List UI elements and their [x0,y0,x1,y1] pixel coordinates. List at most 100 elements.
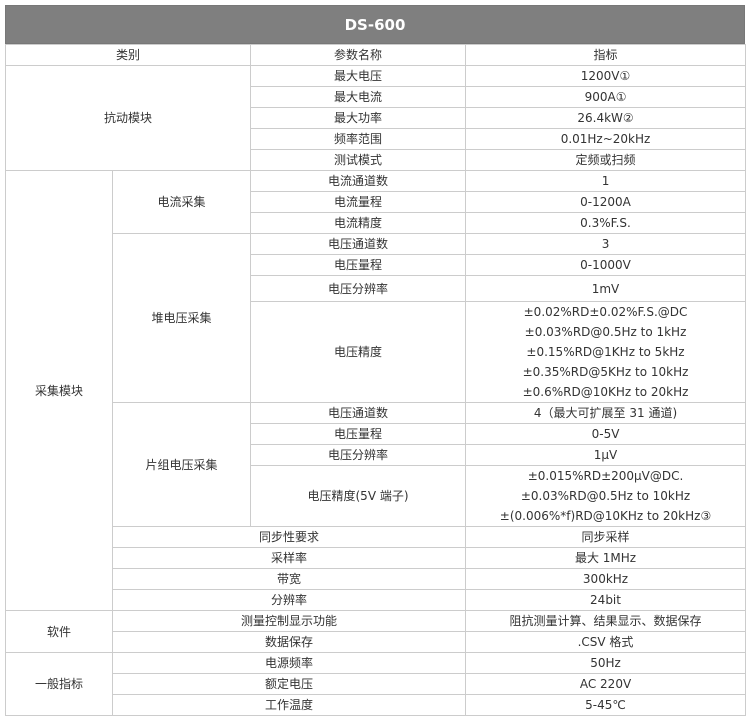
param-cell: 最大功率 [250,107,467,129]
table-row: 频率范围 0.01Hz~20kHz [6,128,747,150]
value-line: ±0.15%RD@1KHz to 5kHz [526,345,685,359]
value-line: ±0.6%RD@10KHz to 20kHz [522,385,689,399]
header-param: 参数名称 [250,44,467,66]
param-cell: 最大电压 [250,65,467,87]
param-cell: 电压通道数 [250,402,467,424]
table-row: 堆电压采集 电压通道数 3 [6,233,747,403]
param-cell: 工作温度 [111,694,467,716]
spec-table: 类别 参数名称 指标 抗动模块 最大电压 1200V① 最大电流 900A① 最大功率 26… [4,44,747,716]
table-row: 采集模块 电流采集 电流通道数 1 [5,170,747,611]
table-row: 同步性要求 同步采样 [6,526,747,548]
table-row: 工作温度 5-45℃ [6,694,747,716]
param-cell: 同步性要求 [111,526,467,548]
table-row: 电压量程 0-5V [6,423,747,445]
value-cell: AC 220V [465,673,747,695]
value-line: 阻抗测量计算、结果显示、数据保存 [509,614,702,628]
param-cell: 采样率 [111,547,467,569]
value-cell: ±0.015%RD±200μV@DC. ±0.03%RD@0.5Hz to 10k… [465,465,747,527]
value-line: 同步采样 [581,530,630,544]
param-cell: 电压精度 [250,301,467,403]
param-cell: 最大电流 [250,86,467,108]
header-value: 指标 [465,44,747,66]
value-cell: 0.01Hz~20kHz [465,128,747,150]
value-cell: 5-45℃ [465,694,747,716]
value-line: 0-1000V [580,258,631,272]
table-row: 电压量程 0-1000V [6,254,747,276]
table-row: 额定电压 AC 220V [6,673,747,695]
value-line: 1200V① [580,69,631,83]
value-line: ±0.015%RD±200μV@DC. [527,469,684,483]
subcategory-cell: 堆电压采集 [111,233,252,403]
value-cell: 0.3%F.S. [465,212,747,234]
value-line: AC 220V [579,677,632,691]
table-row: 片组电压采集 电压通道数 4（最大可扩展至 31 通道) [6,402,747,527]
value-line: ±0.02%RD±0.02%F.S.@DC [523,305,688,319]
param-cell: 测量控制显示功能 [111,610,467,632]
param-cell: 分辨率 [111,589,467,611]
value-cell: 300kHz [465,568,747,590]
value-cell: 0-5V [465,423,747,445]
value-line: 0-5V [591,427,620,441]
value-line: 定频或扫频 [575,153,636,167]
category-cell: 一般指标 [5,652,113,716]
param-cell: 电压量程 [250,254,467,276]
value-cell: 0-1200A [465,191,747,213]
value-cell: 50Hz [465,652,747,674]
value-cell: 1μV [465,444,747,466]
table-row: 采样率 最大 1MHz [6,547,747,569]
table-row: 电压精度(5V 端子) ±0.015%RD±200μV@DC. ±0.03%RD@0… [6,465,747,527]
table-row: 抗动模块 最大电压 1200V① [4,65,747,171]
value-line: 24bit [590,593,621,607]
table-row: 分辨率 24bit [6,589,747,611]
value-line: 1μV [593,448,618,462]
table-row: 电流量程 0-1200A [6,191,747,213]
param-cell: 测试模式 [250,149,467,171]
param-cell: 电压分辨率 [250,275,467,302]
param-cell: 电压精度(5V 端子) [250,465,467,527]
value-line: 1mV [591,281,620,296]
value-line: 1 [601,174,610,188]
category-cell: 采集模块 [5,170,113,611]
value-line: 900A① [584,90,627,104]
value-cell: 1 [465,170,747,192]
value-cell: ±0.02%RD±0.02%F.S.@DC ±0.03%RD@0.5Hz to 1… [465,301,747,403]
param-cell: 电流量程 [250,191,467,213]
category-cell: 抗动模块 [4,65,252,171]
value-line: 300kHz [582,572,629,586]
value-cell: 0-1000V [465,254,747,276]
value-cell: 4（最大可扩展至 31 通道) [465,402,747,424]
value-line: 3 [601,237,610,251]
category-cell: 软件 [5,610,113,653]
value-line: 50Hz [590,656,621,670]
param-cell: 电压分辨率 [250,444,467,466]
value-cell: 24bit [465,589,747,611]
table-row: 一般指标 电源频率 50Hz [5,652,747,716]
value-line: 0-1200A [580,195,631,209]
param-cell: 带宽 [111,568,467,590]
param-cell: 电源频率 [111,652,467,674]
value-cell: 最大 1MHz [465,547,747,569]
value-line: 0.3%F.S. [580,216,631,230]
value-cell: 定频或扫频 [465,149,747,171]
param-cell: 电流通道数 [250,170,467,192]
value-cell: 阻抗测量计算、结果显示、数据保存 [465,610,747,632]
value-line: 4（最大可扩展至 31 通道) [533,406,678,420]
table-title: DS-600 [5,5,745,44]
table-row: 数据保存 .CSV 格式 [6,631,747,653]
value-cell: 26.4kW② [465,107,747,129]
value-line: ±(0.006%*f)RD@10KHz to 20kHz③ [499,509,712,523]
subcategory-cell: 片组电压采集 [111,402,252,527]
value-line: 最大 1MHz [574,551,637,565]
value-line: ±0.35%RD@5KHz to 10kHz [522,365,689,379]
value-line: 26.4kW② [577,111,634,125]
header-category: 类别 [4,44,252,66]
table-row: 带宽 300kHz [6,568,747,590]
value-line: ±0.03%RD@0.5Hz to 1kHz [524,325,687,339]
spec-table-container: DS-600 类别 参数名称 指标 抗动模块 最大电压 1200V① 最大电流 900A… [4,5,747,716]
value-line: ±0.03%RD@0.5Hz to 10kHz [520,489,691,503]
subcategory-cell: 电流采集 [111,170,252,234]
table-row: 软件 测量控制显示功能 阻抗测量计算、结果显示、数据保存 [5,610,747,653]
param-cell: 额定电压 [111,673,467,695]
param-cell: 电压量程 [250,423,467,445]
value-cell: 1200V① [465,65,747,87]
